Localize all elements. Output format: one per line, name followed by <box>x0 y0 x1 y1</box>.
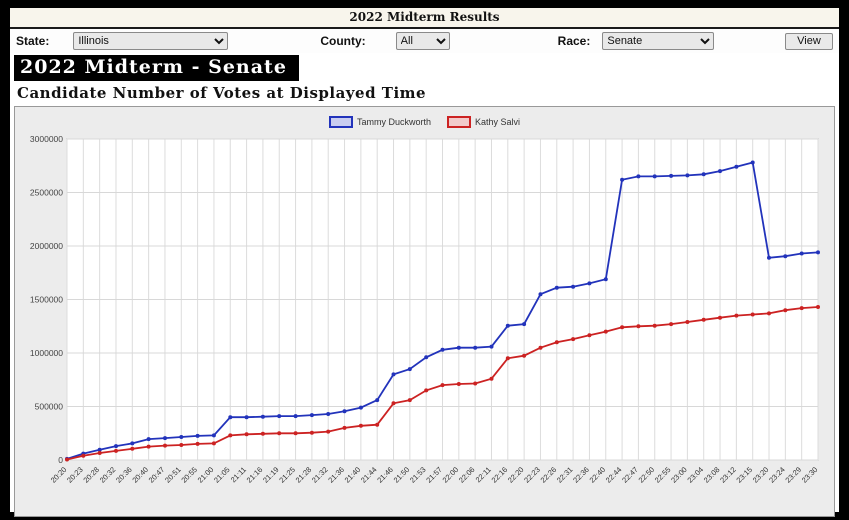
svg-text:20:20: 20:20 <box>49 465 69 485</box>
svg-text:22:40: 22:40 <box>588 465 608 485</box>
duckworth-legend-swatch <box>328 116 353 128</box>
svg-text:23:04: 23:04 <box>685 465 705 485</box>
svg-text:22:00: 22:00 <box>441 465 461 485</box>
svg-text:22:26: 22:26 <box>539 465 559 485</box>
svg-text:21:53: 21:53 <box>408 465 428 485</box>
svg-text:22:44: 22:44 <box>604 465 624 485</box>
svg-text:22:36: 22:36 <box>571 465 591 485</box>
svg-text:23:08: 23:08 <box>702 465 722 485</box>
svg-text:1500000: 1500000 <box>30 295 63 305</box>
svg-text:1000000: 1000000 <box>30 348 63 358</box>
svg-text:20:51: 20:51 <box>163 465 183 485</box>
page-title: 2022 Midterm Results <box>349 10 500 24</box>
chart-title: Candidate Number of Votes at Displayed T… <box>17 84 427 102</box>
svg-text:21:16: 21:16 <box>245 465 265 485</box>
votes-line-chart: 20:2020:2320:2820:3220:3620:4020:4720:51… <box>30 134 820 485</box>
svg-text:21:11: 21:11 <box>229 465 248 484</box>
svg-text:22:50: 22:50 <box>637 465 657 485</box>
svg-text:21:28: 21:28 <box>294 465 314 485</box>
svg-text:22:06: 22:06 <box>457 465 477 485</box>
svg-text:500000: 500000 <box>35 402 64 412</box>
legend-item-duckworth: Tammy Duckworth <box>328 116 431 128</box>
svg-text:23:29: 23:29 <box>783 465 803 485</box>
svg-text:2500000: 2500000 <box>30 188 63 198</box>
svg-text:23:20: 23:20 <box>751 465 771 485</box>
svg-text:20:32: 20:32 <box>98 465 118 485</box>
state-select[interactable]: Illinois <box>73 32 229 50</box>
app-window: 2022 Midterm Results State: Illinois Cou… <box>10 8 839 517</box>
svg-text:22:31: 22:31 <box>555 465 575 485</box>
svg-text:0: 0 <box>58 455 63 465</box>
svg-text:22:16: 22:16 <box>490 465 510 485</box>
svg-text:23:24: 23:24 <box>767 465 787 485</box>
svg-text:21:32: 21:32 <box>310 465 330 485</box>
svg-text:22:55: 22:55 <box>653 465 673 485</box>
svg-text:20:47: 20:47 <box>147 465 167 485</box>
svg-text:23:15: 23:15 <box>734 465 754 485</box>
race-banner: 2022 Midterm - Senate <box>14 55 299 81</box>
svg-text:22:23: 22:23 <box>522 465 542 485</box>
chart-panel: Tammy Duckworth Kathy Salvi 20:20 20:23 20… <box>14 106 835 517</box>
race-label: Race: <box>557 34 591 48</box>
svg-text:21:25: 21:25 <box>277 465 297 485</box>
view-button[interactable]: View <box>785 32 833 50</box>
salvi-legend-label: Kathy Salvi <box>474 117 521 127</box>
svg-text:21:19: 21:19 <box>261 465 281 485</box>
svg-text:21:50: 21:50 <box>392 465 412 485</box>
county-select[interactable]: All <box>395 32 450 50</box>
svg-text:22:11: 22:11 <box>474 465 493 484</box>
race-select[interactable]: Senate <box>602 32 715 50</box>
svg-text:23:12: 23:12 <box>718 465 738 485</box>
svg-text:20:55: 20:55 <box>179 465 199 485</box>
state-label: State: <box>16 34 50 48</box>
svg-text:22:47: 22:47 <box>620 465 640 485</box>
svg-text:23:00: 23:00 <box>669 465 689 485</box>
svg-text:21:57: 21:57 <box>424 465 444 485</box>
svg-text:22:20: 22:20 <box>506 465 526 485</box>
svg-text:23:30: 23:30 <box>800 465 820 485</box>
chart-legend: Tammy Duckworth Kathy Salvi <box>15 116 834 128</box>
svg-text:20:28: 20:28 <box>81 465 101 485</box>
svg-text:21:36: 21:36 <box>326 465 346 485</box>
svg-text:21:44: 21:44 <box>359 465 379 485</box>
svg-text:21:00: 21:00 <box>196 465 216 485</box>
legend-item-salvi: Kathy Salvi <box>446 116 521 128</box>
page-header: 2022 Midterm Results <box>10 8 839 29</box>
county-label: County: <box>320 34 366 48</box>
svg-text:21:46: 21:46 <box>375 465 395 485</box>
svg-text:20:40: 20:40 <box>130 465 150 485</box>
salvi-legend-swatch <box>446 116 471 128</box>
svg-text:20:36: 20:36 <box>114 465 134 485</box>
svg-text:2000000: 2000000 <box>30 241 63 251</box>
svg-text:21:05: 21:05 <box>212 465 232 485</box>
svg-text:21:40: 21:40 <box>343 465 363 485</box>
filter-bar: State: Illinois County: All Race: Senate… <box>10 29 839 53</box>
svg-text:20:23: 20:23 <box>65 465 85 485</box>
duckworth-legend-label: Tammy Duckworth <box>356 117 431 127</box>
svg-text:3000000: 3000000 <box>30 134 63 144</box>
